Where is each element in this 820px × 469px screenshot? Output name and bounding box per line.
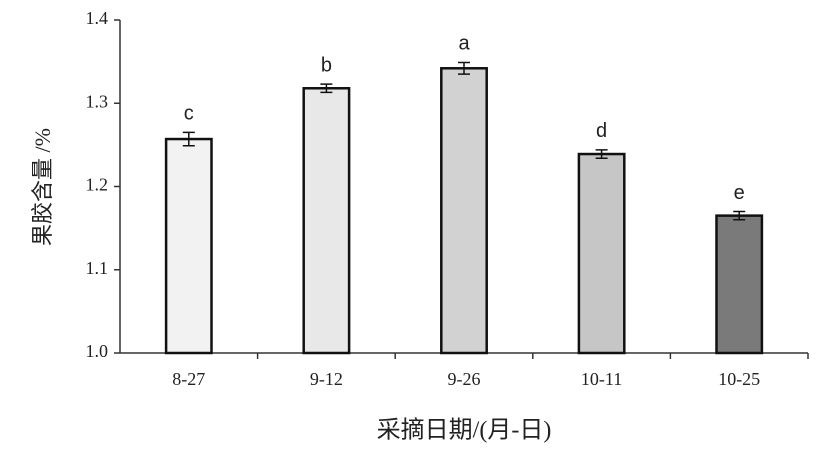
y-tick-label: 1.0 (86, 341, 109, 361)
bar (440, 67, 488, 355)
x-tick-label: 9-12 (310, 369, 343, 389)
x-tick-label: 9-26 (448, 369, 481, 389)
y-axis-label: 果胶含量 /% (30, 128, 55, 246)
error-bar (733, 210, 746, 221)
y-tick-label: 1.1 (86, 258, 109, 278)
y-tick-label: 1.4 (86, 8, 109, 28)
x-tick-label: 8-27 (172, 369, 205, 389)
bar (715, 214, 764, 355)
significance-letter: b (321, 54, 332, 76)
bar (302, 87, 351, 355)
significance-letter: a (458, 33, 470, 55)
error-bar (595, 149, 608, 159)
error-bar (458, 61, 470, 75)
significance-letter: e (734, 182, 745, 204)
significance-letter: d (596, 120, 607, 142)
bar (577, 152, 626, 355)
bar (164, 137, 213, 355)
y-tick-label: 1.3 (86, 91, 109, 111)
x-axis-label: 采摘日期/(月-日) (377, 417, 552, 444)
error-bar (182, 131, 195, 147)
error-bar (320, 83, 333, 94)
x-tick-label: 10-25 (718, 369, 760, 389)
x-tick-label: 10-11 (581, 369, 622, 389)
y-tick-label: 1.2 (86, 175, 109, 195)
significance-letter: c (184, 103, 194, 125)
